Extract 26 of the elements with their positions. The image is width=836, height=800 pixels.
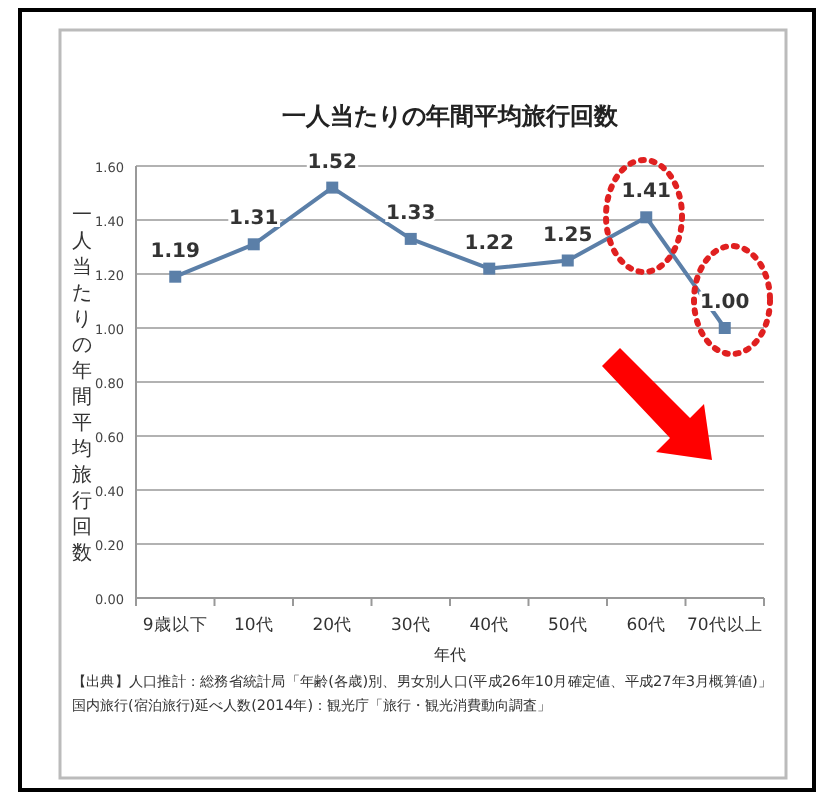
point <box>561 254 574 267</box>
x-tick-label: 60代 <box>626 614 667 636</box>
x-tick-label: 40代 <box>469 614 510 636</box>
data-label: 1.31 <box>229 208 279 231</box>
data-label: 1.25 <box>543 224 593 247</box>
point <box>169 270 182 283</box>
x-tick-label: 70代以上 <box>686 614 763 636</box>
x-tick-label: 30代 <box>390 614 431 636</box>
point <box>718 322 731 334</box>
text: 一人当たりの年間平均旅行回数 <box>72 205 92 565</box>
point <box>483 262 496 275</box>
point <box>640 211 653 224</box>
x-tick-label: 20代 <box>312 614 353 636</box>
x-tick-label: 9歳以下 <box>142 614 208 636</box>
data-label: 1.41 <box>621 181 671 204</box>
data-label: 1.19 <box>150 240 200 263</box>
x-axis-title: 年代 <box>434 646 466 664</box>
data-label: 1.33 <box>386 202 436 225</box>
point <box>247 238 260 251</box>
x-tick-label: 10代 <box>233 614 274 636</box>
data-label: 1.22 <box>464 232 514 255</box>
x-tick-label: 50代 <box>547 614 588 636</box>
chart-title: 一人当たりの年間平均旅行回数 <box>282 102 620 130</box>
data-label: 1.52 <box>307 151 357 174</box>
point <box>404 232 417 245</box>
point <box>326 181 339 194</box>
